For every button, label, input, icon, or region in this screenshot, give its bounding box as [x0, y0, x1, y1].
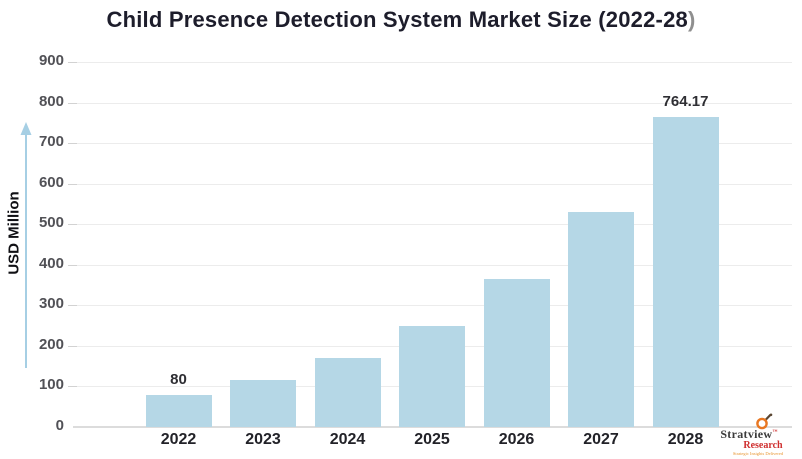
bar [145, 394, 212, 427]
logo-brand-text: Stratview™ [705, 427, 793, 442]
x-tick-label: 2023 [245, 431, 281, 448]
y-tick-label: 100 [38, 376, 64, 394]
logo-trademark: ™ [772, 430, 778, 435]
y-tick-label: 900 [38, 52, 64, 69]
y-tick-mark [68, 264, 77, 266]
gridline [73, 305, 792, 307]
bar [483, 278, 550, 427]
x-tick-label: 2025 [414, 431, 450, 448]
bar [314, 358, 381, 427]
stratview-logo: Stratview™ Research Strategic Insights D… [705, 413, 799, 458]
y-tick-mark [68, 345, 77, 347]
logo-subbrand-text: Research [743, 440, 783, 451]
y-tick-mark [68, 386, 77, 388]
y-tick-label: 0 [55, 417, 64, 434]
y-tick-mark [68, 183, 77, 185]
y-tick-label: 600 [38, 173, 64, 191]
x-axis-line [73, 426, 792, 428]
x-tick-label: 2024 [329, 431, 366, 448]
bar-value-label: 764.17 [662, 93, 709, 111]
x-tick-label: 2022 [160, 431, 197, 448]
logo-tagline-text: Strategic Insights Delivered [732, 451, 784, 456]
y-tick-mark [68, 102, 77, 104]
plot-area [68, 62, 792, 428]
y-tick-mark [68, 143, 77, 145]
gridline [73, 102, 792, 104]
y-tick-label: 200 [38, 335, 64, 353]
y-tick-label: 700 [38, 133, 64, 151]
chart-title-text: Child Presence Detection System Market S… [106, 7, 688, 32]
y-tick-mark [68, 62, 77, 63]
y-tick-mark [68, 224, 77, 226]
bar [568, 212, 634, 427]
x-tick-label: 2028 [667, 431, 704, 448]
bar [652, 117, 719, 427]
y-tick-mark [68, 305, 77, 307]
chart-title-paren: ) [687, 7, 696, 32]
y-tick-label: 800 [38, 92, 64, 110]
gridline [73, 224, 792, 226]
y-tick-label: 400 [38, 254, 64, 272]
y-tick-label: 300 [38, 295, 64, 313]
gridline [73, 183, 792, 185]
bar-value-label: 80 [170, 370, 187, 388]
bar [399, 325, 465, 427]
chart-title: Child Presence Detection System Market S… [0, 7, 802, 33]
magnifier-icon [756, 413, 773, 430]
y-axis-arrow-icon [20, 122, 32, 368]
bar [230, 379, 296, 427]
gridline [73, 264, 792, 266]
x-tick-label: 2026 [498, 431, 535, 448]
gridline [73, 62, 792, 63]
x-tick-label: 2027 [583, 431, 619, 448]
y-tick-label: 500 [38, 214, 64, 232]
logo-brand-word: Stratview [720, 427, 773, 441]
gridline [73, 143, 792, 145]
